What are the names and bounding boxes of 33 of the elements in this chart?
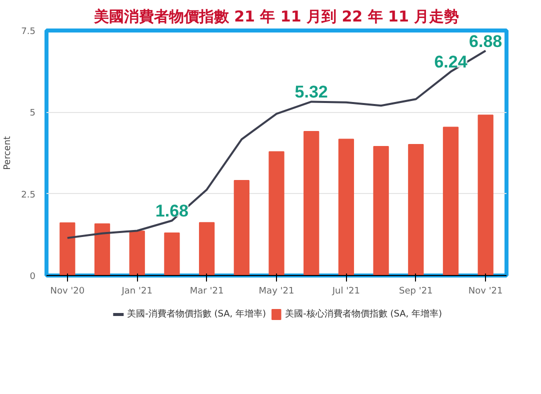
bar (94, 223, 110, 276)
bar (338, 138, 354, 276)
bar (164, 232, 180, 276)
y-tick-label: 7.5 (21, 27, 36, 37)
data-label: 6.88 (469, 32, 502, 51)
x-tick-label: Sep '21 (399, 286, 433, 296)
x-tick-label: Jul '21 (331, 286, 360, 296)
bar (373, 146, 389, 276)
chart-title: 美國消費者物價指數 21 年 11 月到 22 年 11 月走勢 (92, 8, 460, 26)
data-label: 6.24 (434, 52, 468, 72)
legend-label: 美國-核心消費者物價指數 (SA, 年增率) (285, 308, 442, 320)
x-tick-label: Nov '21 (468, 286, 503, 296)
bar (129, 230, 145, 276)
data-label: 1.68 (155, 202, 189, 221)
x-tick-label: Jan '21 (120, 286, 152, 296)
bar (268, 151, 284, 276)
y-tick-label: 2.5 (21, 190, 36, 200)
y-axis-title: Percent (3, 136, 14, 170)
bar (442, 126, 459, 276)
x-tick-label: Nov '20 (50, 286, 85, 296)
bar (198, 222, 215, 276)
y-tick-label: 5 (30, 108, 36, 119)
bar (60, 222, 76, 276)
bar (304, 130, 320, 276)
y-tick-label: 0 (30, 272, 36, 282)
x-tick-label: Mar '21 (190, 286, 224, 296)
bar (408, 144, 424, 276)
line-series (66, 50, 487, 239)
data-label: 5.32 (294, 82, 328, 102)
legend-label: 美國-消費者物價指數 (SA, 年增率) (127, 308, 266, 320)
bar (234, 180, 250, 276)
bar (478, 114, 494, 276)
x-tick-label: May '21 (258, 286, 294, 296)
